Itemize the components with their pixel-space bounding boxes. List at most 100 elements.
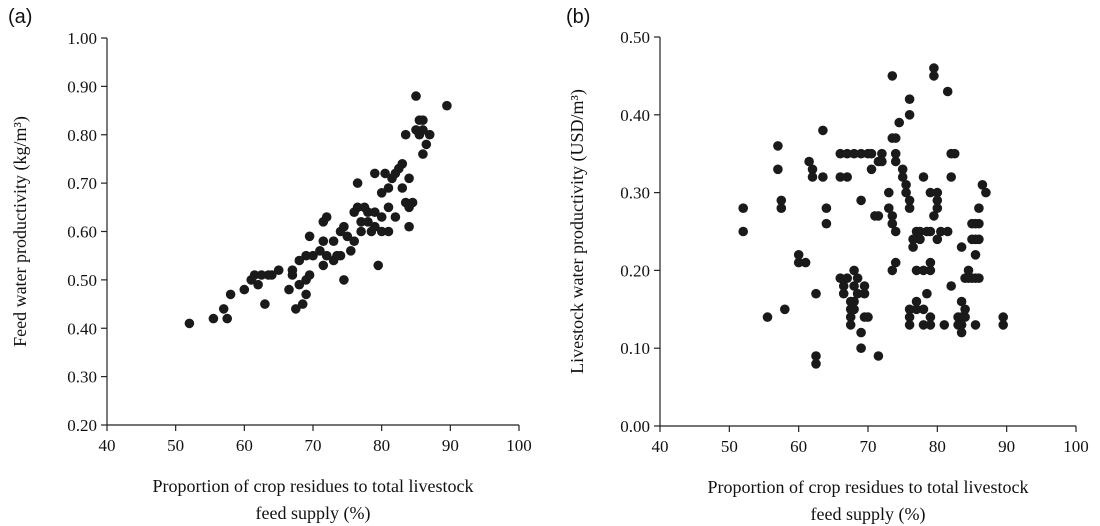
data-point [925,320,936,330]
data-point [225,289,236,300]
data-point [925,187,936,198]
data-point [342,231,353,242]
data-point [963,265,974,276]
data-point [762,312,773,322]
data-point [908,234,918,245]
data-point [890,148,901,159]
data-point [208,313,219,324]
data-point [998,312,1008,322]
data-point [776,203,787,213]
data-point [890,156,901,167]
data-point [273,265,284,276]
data-point [887,218,898,229]
data-point [856,148,866,159]
data-point [811,288,821,299]
x-tick-label: 80 [373,436,390,455]
data-point [308,250,318,261]
data-point [956,242,967,252]
chart-b-livestock-water-productivity: 40 50 60 70 80 90 100 0.00 0.10 0.20 0.30 0.40 0.50 P… [567,28,1089,525]
data-point [404,221,414,232]
x-tick-label: 50 [721,437,738,456]
data-point [821,203,832,213]
data-point [849,296,859,307]
data-point [877,148,887,159]
data-point [866,164,877,175]
data-point [918,265,929,276]
data-point [339,221,349,232]
data-point [890,257,901,268]
data-point [291,304,301,314]
data-point [352,202,363,213]
x-tick-label: 60 [236,436,253,455]
data-point [315,246,325,256]
data-point [974,273,984,284]
data-point [400,129,411,140]
y-tick-label: 0.10 [620,339,650,358]
data-point [939,320,950,330]
data-point [960,304,970,315]
y-tick-label: 0.20 [620,261,650,280]
data-point [904,195,915,206]
data-point [294,255,305,266]
data-point [904,312,915,322]
data-point [376,226,387,237]
x-tick-label: 40 [652,437,669,456]
data-point [863,312,873,322]
data-point [297,299,308,309]
data-point [904,320,915,330]
x-tick-label: 100 [506,436,532,455]
data-point [397,183,408,193]
data-point [807,164,818,175]
y-tick-label: 0.60 [67,223,97,242]
data-point [845,312,856,322]
data-point [887,265,898,276]
y-tick-label: 1.00 [67,29,97,48]
data-point [925,257,936,268]
x-axis-label: Proportion of crop residues to total liv… [153,476,474,496]
data-point [925,265,936,276]
x-tick-label: 50 [167,436,184,455]
data-point [890,226,901,237]
data-point [780,304,790,315]
data-point [793,250,804,260]
data-point [818,172,828,182]
data-point [901,187,911,198]
x-axis-label: Proportion of crop residues to total liv… [708,477,1029,497]
data-point [932,203,943,213]
data-point [897,172,908,182]
x-tick-label: 40 [99,436,116,455]
data-point [842,273,852,284]
data-point [845,320,856,330]
data-point [328,236,339,246]
data-point [856,343,866,354]
data-point [370,221,380,232]
data-point [856,195,866,206]
data-point [370,207,380,217]
data-point [184,318,195,329]
data-point [776,195,787,206]
data-point [918,172,929,182]
x-tick-label: 90 [442,436,459,455]
y-tick-label: 0.50 [67,271,97,290]
data-point [897,164,908,175]
data-point [852,273,863,284]
data-point [956,320,967,330]
data-point [915,234,925,245]
data-point [407,197,418,208]
data-point [383,226,394,237]
panel-label-a: (a) [8,6,33,28]
data-point [335,250,346,261]
data-point [970,320,981,330]
y-tick-label: 0.50 [620,28,650,47]
data-point [249,270,260,280]
data-point [418,115,428,125]
data-point [849,281,859,291]
data-point [304,270,315,280]
data-point [904,203,915,213]
data-point [977,180,988,190]
data-point [970,250,981,260]
data-point [904,94,915,104]
data-point [773,164,783,175]
data-point [318,260,329,271]
data-point [859,288,870,299]
